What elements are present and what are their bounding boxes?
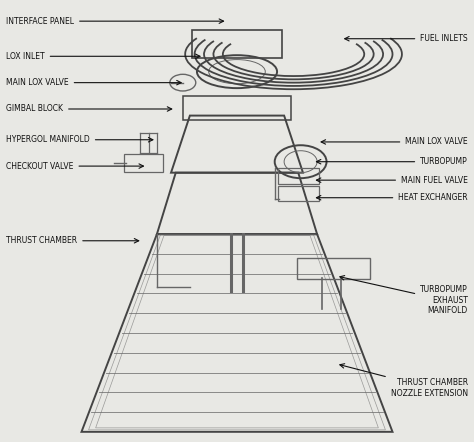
Text: TURBOPUMP
EXHAUST
MANIFOLD: TURBOPUMP EXHAUST MANIFOLD xyxy=(340,275,468,315)
Text: LOX INLET: LOX INLET xyxy=(6,52,200,61)
Text: HEAT EXCHANGER: HEAT EXCHANGER xyxy=(317,193,468,202)
Text: CHECKOUT VALVE: CHECKOUT VALVE xyxy=(6,162,144,171)
Text: MAIN LOX VALVE: MAIN LOX VALVE xyxy=(321,137,468,146)
Text: MAIN LOX VALVE: MAIN LOX VALVE xyxy=(6,78,181,87)
Text: THRUST CHAMBER: THRUST CHAMBER xyxy=(6,236,139,245)
Text: INTERFACE PANEL: INTERFACE PANEL xyxy=(6,17,224,26)
Text: THRUST CHAMBER
NOZZLE EXTENSION: THRUST CHAMBER NOZZLE EXTENSION xyxy=(340,364,468,398)
Text: TURBOPUMP: TURBOPUMP xyxy=(317,157,468,166)
Text: HYPERGOL MANIFOLD: HYPERGOL MANIFOLD xyxy=(6,135,153,144)
Text: FUEL INLETS: FUEL INLETS xyxy=(345,34,468,43)
Text: MAIN FUEL VALVE: MAIN FUEL VALVE xyxy=(317,175,468,185)
Text: GIMBAL BLOCK: GIMBAL BLOCK xyxy=(6,104,172,114)
